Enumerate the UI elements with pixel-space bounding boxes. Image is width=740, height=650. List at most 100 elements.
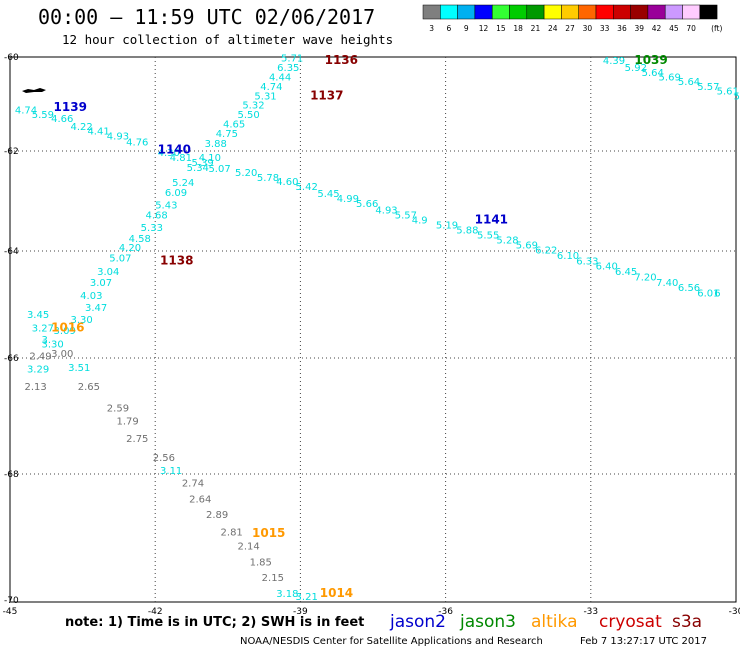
legend-swatch (595, 4, 614, 20)
wave-height-value: 3.29 (27, 365, 49, 376)
wave-height-value: 5.57 (395, 211, 417, 222)
wave-height-value: 3.11 (160, 466, 182, 477)
island-landmass-icon (22, 88, 46, 93)
legend-swatch (647, 4, 666, 20)
wave-height-value: 7.20 (634, 272, 656, 283)
wave-height-value: 3.04 (97, 267, 119, 278)
longitude-tick-label: -39 (293, 607, 308, 617)
legend-swatch (509, 4, 528, 20)
pass-number-label: 1015 (252, 526, 285, 540)
wave-height-value: 4.66 (51, 114, 73, 125)
wave-height-value: 2.49 (29, 352, 51, 363)
wave-height-value: 5.59 (32, 110, 54, 121)
legend-label: 30 (583, 24, 593, 33)
wave-height-value: 3.47 (85, 303, 107, 314)
wave-height-value: 5.07 (208, 164, 230, 175)
latitude-tick-label: -64 (4, 247, 19, 257)
wave-height-value: 6.10 (557, 251, 579, 262)
wave-height-value: 7.40 (656, 278, 678, 289)
latitude-tick-label: -66 (4, 354, 19, 364)
wave-height-value: 5.64 (642, 68, 664, 79)
legend-swatch (613, 4, 631, 20)
satellite-s3a-label: s3a (672, 612, 702, 632)
wave-height-value: 5.88 (456, 226, 478, 237)
legend-label: 45 (669, 24, 679, 33)
wave-height-value: 6.40 (596, 262, 618, 273)
wave-height-value: 6.45 (615, 267, 637, 278)
wave-height-value: 5.61 (717, 87, 739, 98)
wave-height-value: 5.64 (678, 77, 700, 88)
wave-height-legend: 3 6 9 12 15 18 21 24 27 30 33 36 39 42 45 70 (ft) (422, 4, 722, 33)
wave-height-value: 2.64 (189, 494, 211, 505)
wave-height-value: 6.09 (165, 188, 187, 199)
legend-label: 15 (496, 24, 506, 33)
wave-height-value: 3.09 (54, 326, 76, 337)
wave-height-value: 6.22 (535, 246, 557, 257)
wave-height-value: 4.99 (337, 194, 359, 205)
track-1139: 4.745.594.664.224.414.934.76 (15, 105, 149, 148)
map-subtitle: 12 hour collection of altimeter wave hei… (62, 32, 393, 47)
latitude-tick-label: -62 (4, 147, 19, 157)
pass-number-label: 1137 (310, 88, 343, 102)
wave-height-value: 5.66 (356, 199, 378, 210)
legend-label: 6 (447, 24, 452, 33)
wave-height-value: 6.56 (678, 283, 700, 294)
wave-height-value: 2.74 (182, 479, 204, 490)
legend-label: 27 (565, 24, 575, 33)
legend-label: 18 (513, 24, 523, 33)
wave-height-value: 4.22 (71, 122, 93, 133)
legend-label: 24 (548, 24, 558, 33)
longitude-tick-label: -42 (148, 607, 163, 617)
longitude-tick-label: -45 (3, 607, 18, 617)
pass-number-label: 1140 (158, 143, 191, 157)
map-title: 00:00 – 11:59 UTC 02/06/2017 (38, 5, 375, 29)
wave-height-value: 5.19 (436, 221, 458, 232)
wave-height-value: 5.31 (254, 91, 276, 102)
wave-height-value: 2.56 (153, 453, 175, 464)
legend-label: 39 (634, 24, 644, 33)
wave-height-value: 3.18 (276, 589, 298, 600)
wave-height-value: 5.92 (625, 63, 647, 74)
altimeter-tracks: 5.716.354.444.745.315.325.504.654.753.88… (15, 54, 740, 603)
wave-height-value: 2.89 (206, 510, 228, 521)
wave-height-value: 5.78 (257, 173, 279, 184)
legend-swatch (440, 4, 458, 20)
wave-height-value: 5.32 (242, 101, 264, 112)
satellite-jason2-label: jason2 (389, 612, 446, 632)
pass-number-label: 1138 (160, 253, 193, 267)
wave-height-value: 5.24 (172, 178, 194, 189)
satellite-cryosat-label: cryosat (599, 612, 662, 632)
legend-swatch (682, 4, 701, 20)
legend-label: 70 (686, 24, 696, 33)
latitude-tick-label: -68 (4, 470, 19, 480)
wave-height-value: 4.9 (412, 216, 428, 227)
satellite-jason3-label: jason3 (459, 612, 516, 632)
legend-swatch (561, 4, 579, 20)
legend-swatch (422, 4, 441, 20)
pass-number-label: 1039 (634, 53, 667, 67)
wave-height-value: 6.01 (697, 288, 719, 299)
wave-height-value: 3.45 (27, 310, 49, 321)
wave-height-value: 5.20 (235, 168, 257, 179)
wave-height-value: 2.65 (78, 382, 100, 393)
legend-label: 3 (429, 24, 434, 33)
wave-height-value: 5.42 (296, 182, 318, 193)
wave-height-value: 4.76 (126, 137, 148, 148)
latitude-tick-label: -60 (4, 53, 19, 63)
legend-swatch (457, 4, 476, 20)
wave-height-value: 4.81 (170, 153, 192, 164)
legend-swatch (699, 4, 718, 20)
wave-height-value: 5.57 (697, 82, 719, 93)
legend-swatch (526, 4, 545, 20)
wave-height-value: 3.51 (68, 363, 90, 374)
wave-height-value: 6.33 (576, 256, 598, 267)
pass-number-label: 1139 (54, 100, 87, 114)
wave-height-value: 5.69 (659, 73, 681, 84)
wave-height-value: 3.00 (51, 349, 73, 360)
satellite-legend: jason2 jason3 altika cryosat s3a (389, 612, 702, 632)
wave-height-value: 3.88 (205, 139, 227, 150)
pass-number-label: 1141 (475, 213, 508, 227)
wave-height-value: 5.33 (141, 223, 163, 234)
legend-label: 9 (464, 24, 469, 33)
